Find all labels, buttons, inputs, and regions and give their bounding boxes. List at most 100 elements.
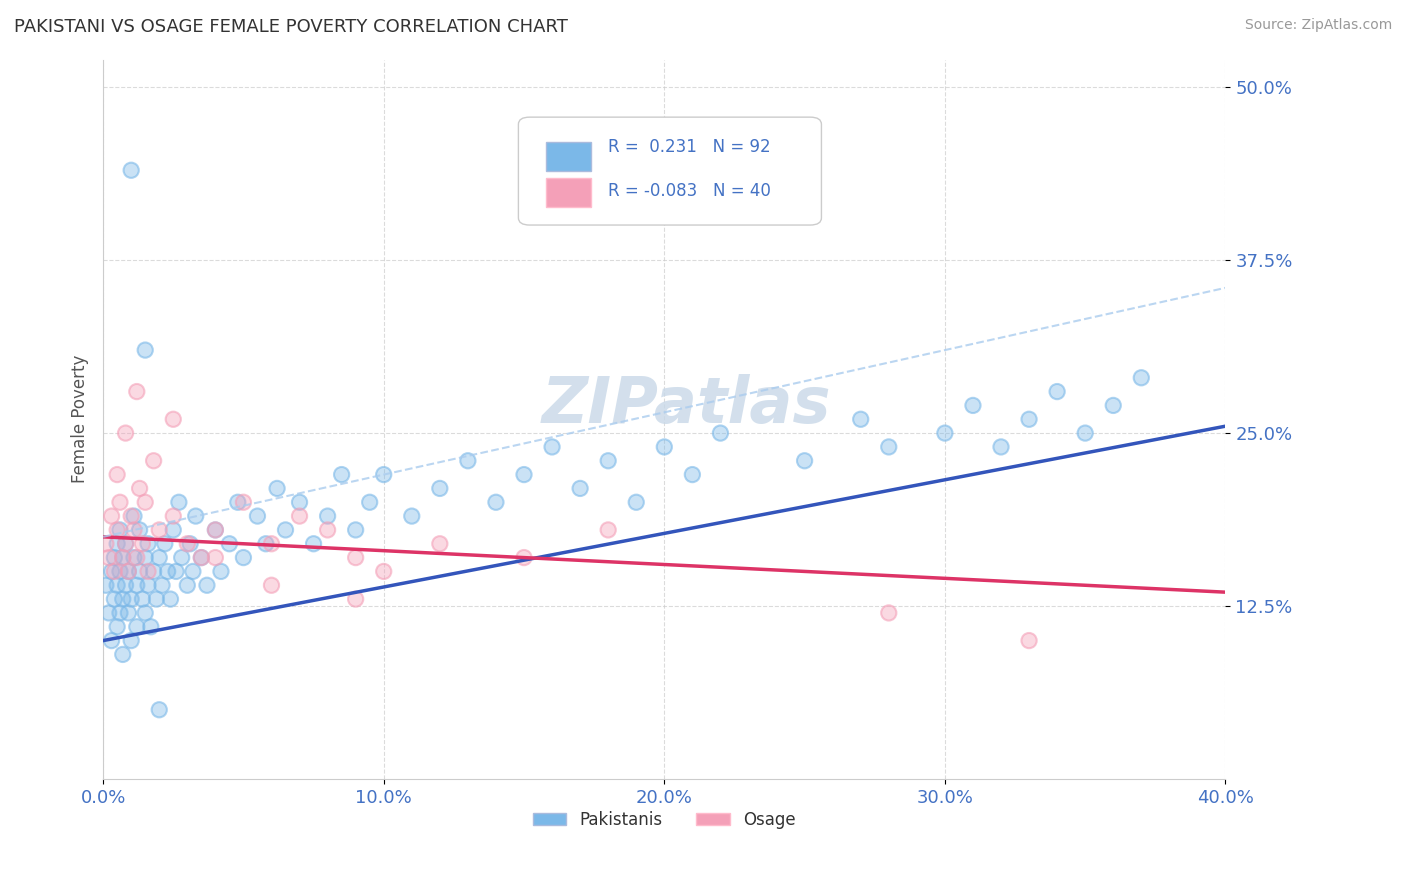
Point — [94, 578, 117, 592]
Point — [877, 440, 900, 454]
Point — [429, 482, 451, 496]
Point — [195, 578, 218, 592]
Point — [598, 454, 620, 468]
Point — [457, 454, 479, 468]
Point — [125, 578, 148, 592]
Point — [156, 565, 179, 579]
Point — [485, 495, 508, 509]
Point — [513, 467, 536, 482]
Point — [266, 482, 288, 496]
Point — [373, 467, 395, 482]
Point — [962, 399, 984, 413]
Point — [97, 550, 120, 565]
Point — [108, 495, 131, 509]
Point — [457, 454, 479, 468]
Point — [302, 537, 325, 551]
Point — [877, 606, 900, 620]
Point — [254, 537, 277, 551]
Point — [105, 523, 128, 537]
Point — [114, 537, 136, 551]
Point — [145, 592, 167, 607]
Point — [117, 565, 139, 579]
Point — [134, 606, 156, 620]
Point — [159, 592, 181, 607]
Point — [100, 633, 122, 648]
Point — [1130, 370, 1153, 384]
Point — [344, 523, 367, 537]
Point — [260, 537, 283, 551]
Point — [111, 592, 134, 607]
Point — [1046, 384, 1069, 399]
Point — [429, 482, 451, 496]
Point — [128, 565, 150, 579]
Point — [170, 550, 193, 565]
Point — [1018, 633, 1040, 648]
Point — [105, 537, 128, 551]
Point — [139, 620, 162, 634]
Point — [120, 592, 142, 607]
Point — [111, 592, 134, 607]
Point — [246, 509, 269, 524]
Point — [513, 467, 536, 482]
Point — [176, 537, 198, 551]
Point — [114, 537, 136, 551]
Point — [148, 703, 170, 717]
Point — [114, 426, 136, 441]
Point — [266, 482, 288, 496]
Point — [179, 537, 201, 551]
Point — [128, 523, 150, 537]
Point — [108, 606, 131, 620]
Point — [97, 606, 120, 620]
FancyBboxPatch shape — [547, 143, 592, 171]
Point — [145, 592, 167, 607]
Point — [598, 523, 620, 537]
Point — [181, 565, 204, 579]
Point — [167, 495, 190, 509]
Point — [288, 509, 311, 524]
Point — [128, 523, 150, 537]
Point — [111, 550, 134, 565]
Point — [136, 565, 159, 579]
Point — [934, 426, 956, 441]
Point — [190, 550, 212, 565]
Point — [626, 495, 648, 509]
Point — [105, 578, 128, 592]
Point — [114, 578, 136, 592]
Point — [128, 482, 150, 496]
Point — [142, 565, 165, 579]
Point — [162, 509, 184, 524]
Point — [330, 467, 353, 482]
Point — [167, 495, 190, 509]
Point — [120, 633, 142, 648]
Point — [232, 495, 254, 509]
Point — [652, 440, 675, 454]
Point — [204, 523, 226, 537]
Point — [190, 550, 212, 565]
Point — [94, 537, 117, 551]
Point — [344, 592, 367, 607]
Point — [204, 523, 226, 537]
Point — [513, 550, 536, 565]
Point — [793, 454, 815, 468]
Text: R = -0.083   N = 40: R = -0.083 N = 40 — [609, 181, 770, 200]
Point — [288, 495, 311, 509]
Point — [176, 578, 198, 592]
Point — [97, 550, 120, 565]
Point — [105, 620, 128, 634]
Point — [165, 565, 187, 579]
Point — [877, 440, 900, 454]
Point — [513, 550, 536, 565]
Point — [162, 509, 184, 524]
Point — [709, 426, 731, 441]
Point — [1018, 412, 1040, 426]
Point — [541, 440, 564, 454]
Y-axis label: Female Poverty: Female Poverty — [72, 355, 89, 483]
Point — [117, 565, 139, 579]
Point — [131, 537, 153, 551]
Point — [108, 523, 131, 537]
Point — [103, 550, 125, 565]
Point — [569, 482, 592, 496]
Point — [100, 509, 122, 524]
Point — [1018, 412, 1040, 426]
Point — [120, 509, 142, 524]
